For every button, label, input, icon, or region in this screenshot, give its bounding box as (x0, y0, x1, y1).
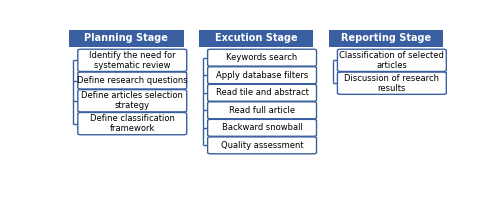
Text: Apply database filters: Apply database filters (216, 71, 308, 80)
Text: Define classification
framework: Define classification framework (90, 114, 174, 133)
FancyBboxPatch shape (329, 30, 443, 47)
Text: Read tile and abstract: Read tile and abstract (216, 88, 308, 97)
Text: Identify the need for
systematic review: Identify the need for systematic review (89, 51, 176, 70)
Text: Reporting Stage: Reporting Stage (341, 33, 431, 43)
Text: Keywords search: Keywords search (226, 53, 298, 62)
FancyBboxPatch shape (78, 72, 186, 89)
Text: Define research questions: Define research questions (77, 76, 188, 85)
FancyBboxPatch shape (78, 49, 186, 71)
FancyBboxPatch shape (78, 112, 186, 135)
Text: Backward snowball: Backward snowball (222, 123, 302, 132)
FancyBboxPatch shape (338, 49, 446, 71)
Text: Planning Stage: Planning Stage (84, 33, 168, 43)
FancyBboxPatch shape (199, 30, 314, 47)
FancyBboxPatch shape (208, 49, 316, 66)
FancyBboxPatch shape (78, 90, 186, 112)
Text: Excution Stage: Excution Stage (215, 33, 298, 43)
FancyBboxPatch shape (208, 137, 316, 154)
Text: Read full article: Read full article (229, 106, 295, 115)
FancyBboxPatch shape (70, 30, 184, 47)
FancyBboxPatch shape (208, 102, 316, 119)
Text: Classification of selected
articles: Classification of selected articles (340, 51, 444, 70)
FancyBboxPatch shape (208, 119, 316, 136)
Text: Quality assessment: Quality assessment (221, 141, 304, 150)
Text: Define articles selection
strategy: Define articles selection strategy (82, 91, 183, 110)
FancyBboxPatch shape (208, 84, 316, 101)
Text: Discussion of research
results: Discussion of research results (344, 73, 440, 93)
FancyBboxPatch shape (338, 72, 446, 94)
FancyBboxPatch shape (208, 67, 316, 84)
